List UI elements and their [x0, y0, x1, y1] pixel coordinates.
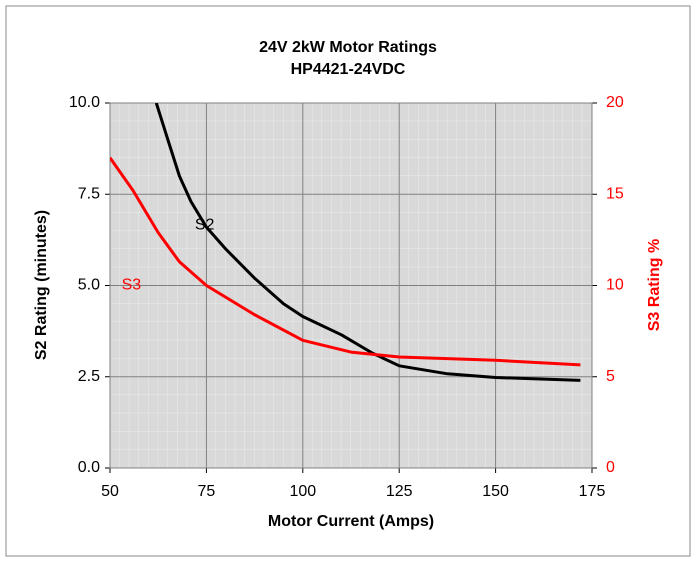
series-line — [110, 156, 581, 367]
y-tick-label: 10.0 — [69, 94, 100, 111]
x-tick-label: 75 — [198, 483, 216, 500]
y-tick-label: 5.0 — [78, 277, 100, 294]
chart-title: 24V 2kW Motor Ratings — [259, 39, 437, 56]
plot-border — [109, 102, 593, 469]
y-tick-label: 7.5 — [78, 185, 100, 202]
x-tick-label: 175 — [579, 483, 606, 500]
x-axis-label: Motor Current (Amps) — [268, 513, 434, 530]
y2-tick-label: 20 — [606, 94, 624, 111]
y2-axis-label: S3 Rating % — [646, 239, 663, 331]
chart-subtitle: HP4421-24VDC — [291, 61, 406, 78]
series-line — [154, 103, 581, 382]
y2-tick-label: 15 — [606, 185, 624, 202]
y2-tick-label: 5 — [606, 368, 615, 385]
y2-tick-label: 0 — [606, 459, 615, 476]
y-axis-label: S2 Rating (minutes) — [33, 210, 50, 360]
x-tick-label: 100 — [289, 483, 316, 500]
series-label: S2 — [195, 216, 215, 233]
series-label: S3 — [122, 277, 142, 294]
x-tick-label: 125 — [386, 483, 413, 500]
y2-tick-label: 10 — [606, 277, 624, 294]
x-tick-label: 50 — [101, 483, 119, 500]
y-tick-label: 2.5 — [78, 368, 100, 385]
x-tick-label: 150 — [482, 483, 509, 500]
y-tick-label: 0.0 — [78, 459, 100, 476]
